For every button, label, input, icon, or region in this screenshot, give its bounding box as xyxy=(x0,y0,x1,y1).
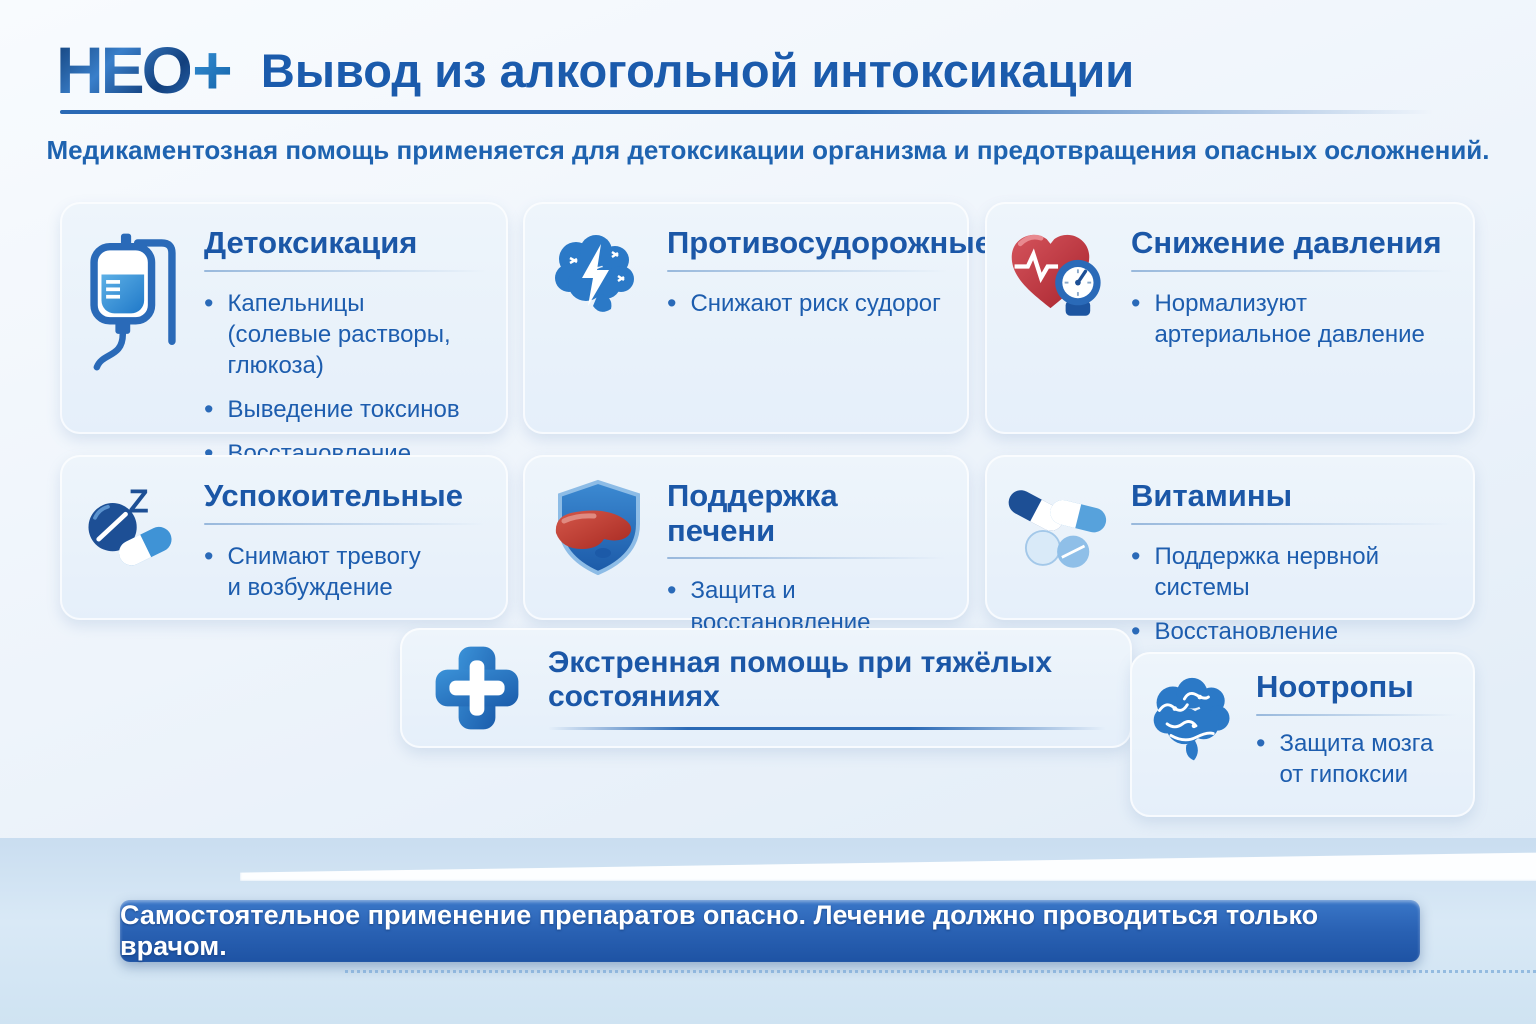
sedative-pills-icon: Z xyxy=(82,479,184,602)
title-underline xyxy=(204,269,486,272)
bullet-list: Нормализуют артериальное давление xyxy=(1131,288,1453,350)
card-vitamins: Витамины Поддержка нервной системы Восст… xyxy=(985,455,1475,676)
card-body: Детоксикация Капельницы (солевые раствор… xyxy=(204,225,486,499)
warning-text: Самостоятельное применение препаратов оп… xyxy=(120,900,1319,961)
card-detox: Детоксикация Капельницы (солевые раствор… xyxy=(60,202,508,499)
title-underline xyxy=(667,269,947,272)
header-divider xyxy=(60,110,1490,114)
iv-drip-icon xyxy=(82,226,184,416)
list-item: Снимают тревогу и возбуждение xyxy=(204,541,486,603)
logo-plus-icon: + xyxy=(192,31,233,109)
title-underline xyxy=(204,522,486,525)
card-title: Витамины xyxy=(1131,478,1293,513)
dotted-divider xyxy=(345,970,1536,973)
list-item: Защита мозга от гипоксии xyxy=(1256,728,1457,790)
card-title: Снижение давления xyxy=(1131,225,1442,260)
vitamin-pills-icon xyxy=(1007,479,1111,602)
warning-banner: Самостоятельное применение препаратов оп… xyxy=(120,900,1420,962)
card-body: Противосудорожные Снижают риск судорог xyxy=(667,225,993,416)
card-title: Противосудорожные xyxy=(667,225,993,260)
title-underline xyxy=(1131,522,1453,525)
title-underline xyxy=(667,557,947,560)
card-body: Поддержка печени Защита и восстановление… xyxy=(667,478,947,667)
list-item: Капельницы (солевые растворы, глюкоза) xyxy=(204,288,486,382)
card-nootropics: Ноотропы Защита мозга от гипоксии xyxy=(1130,652,1475,817)
card-title: Поддержка печени xyxy=(667,478,838,548)
title-underline xyxy=(548,727,1106,731)
title-underline xyxy=(1256,713,1457,716)
svg-text:Z: Z xyxy=(128,483,148,520)
list-item: Выведение токсинов xyxy=(204,394,486,425)
card-body: Экстренная помощь при тяжёлых состояниях xyxy=(548,645,1106,731)
brain-lightning-icon xyxy=(545,226,647,416)
logo-text: НЕО xyxy=(56,33,193,107)
list-item: Снижают риск судорог xyxy=(667,288,947,319)
card-title: Ноотропы xyxy=(1256,669,1414,704)
heart-pressure-gauge-icon xyxy=(1007,226,1111,416)
card-body: Ноотропы Защита мозга от гипоксии xyxy=(1256,669,1457,803)
card-title: Детоксикация xyxy=(204,225,418,260)
card-body: Витамины Поддержка нервной системы Восст… xyxy=(1131,478,1453,676)
medical-cross-icon xyxy=(426,642,528,734)
page-title: Вывод из алкогольной интоксикации xyxy=(260,43,1135,97)
card-blood-pressure: Снижение давления Нормализуют артериальн… xyxy=(985,202,1475,434)
bullet-list: Защита мозга от гипоксии xyxy=(1256,728,1457,790)
card-title: Успокоительные xyxy=(204,478,463,513)
card-body: Снижение давления Нормализуют артериальн… xyxy=(1131,225,1453,416)
card-emergency: Экстренная помощь при тяжёлых состояниях xyxy=(400,628,1132,748)
list-item: Поддержка нервной системы xyxy=(1131,541,1453,603)
neo-plus-logo: НЕО + xyxy=(56,30,233,110)
card-body: Успокоительные Снимают тревогу и возбужд… xyxy=(204,478,486,603)
card-liver-support: Поддержка печени Защита и восстановление… xyxy=(523,455,969,667)
nootropic-brain-icon xyxy=(1146,670,1242,803)
bullet-list: Снижают риск судорог xyxy=(667,288,947,319)
list-item: Нормализуют артериальное давление xyxy=(1131,288,1453,350)
page-subtitle: Медикаментозная помощь применяется для д… xyxy=(46,135,1490,165)
title-underline xyxy=(1131,269,1453,272)
bullet-list: Снимают тревогу и возбуждение xyxy=(204,541,486,603)
liver-shield-icon xyxy=(545,479,647,602)
header: НЕО + Вывод из алкогольной интоксикации xyxy=(56,30,1134,110)
card-title: Экстренная помощь при тяжёлых состояниях xyxy=(548,645,1053,713)
card-anticonvulsants: Противосудорожные Снижают риск судорог xyxy=(523,202,993,434)
card-sedatives: Z Успокоительные Снимают тревогу и возбу… xyxy=(60,455,508,620)
